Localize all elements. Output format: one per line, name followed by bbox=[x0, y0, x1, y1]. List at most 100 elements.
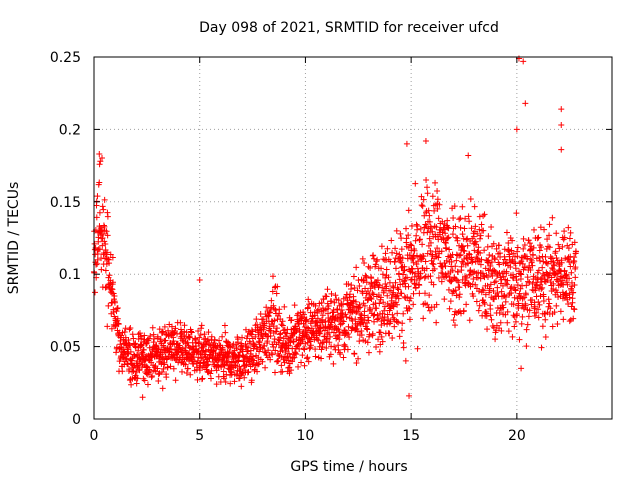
data-point bbox=[365, 349, 372, 356]
data-point bbox=[470, 233, 477, 240]
data-point bbox=[211, 340, 218, 347]
data-point bbox=[417, 225, 424, 232]
data-point bbox=[278, 321, 285, 328]
data-point bbox=[196, 367, 203, 374]
data-point bbox=[531, 226, 538, 233]
data-point bbox=[497, 319, 504, 326]
data-point bbox=[495, 242, 502, 249]
data-point bbox=[94, 247, 101, 254]
data-point bbox=[338, 307, 345, 314]
data-point bbox=[96, 246, 103, 253]
data-point bbox=[445, 270, 452, 277]
data-point bbox=[318, 299, 325, 306]
data-point bbox=[211, 337, 218, 344]
data-point bbox=[363, 325, 370, 332]
data-point bbox=[528, 301, 535, 308]
data-point bbox=[396, 333, 403, 340]
data-point bbox=[98, 255, 105, 262]
data-point bbox=[381, 303, 388, 310]
data-point bbox=[422, 290, 429, 297]
data-point bbox=[371, 318, 378, 325]
data-point bbox=[103, 284, 110, 291]
data-point bbox=[286, 370, 293, 377]
data-point bbox=[290, 338, 297, 345]
data-point bbox=[517, 259, 524, 266]
data-point bbox=[361, 308, 368, 315]
data-point bbox=[254, 368, 261, 375]
data-point bbox=[367, 306, 374, 313]
data-point bbox=[416, 282, 423, 289]
data-point bbox=[513, 277, 520, 284]
data-point bbox=[142, 340, 149, 347]
data-point bbox=[470, 293, 477, 300]
grid-lines bbox=[94, 57, 612, 419]
data-point bbox=[491, 279, 498, 286]
data-point bbox=[290, 338, 297, 345]
data-point bbox=[426, 307, 433, 314]
data-point bbox=[359, 255, 366, 262]
data-point bbox=[370, 291, 377, 298]
data-point bbox=[538, 244, 545, 251]
data-point bbox=[511, 323, 518, 330]
data-point bbox=[110, 279, 117, 286]
data-point bbox=[565, 224, 572, 231]
data-point bbox=[102, 240, 109, 247]
data-point bbox=[207, 370, 214, 377]
data-point bbox=[452, 263, 459, 270]
data-point bbox=[546, 244, 553, 251]
data-point bbox=[420, 315, 427, 322]
data-point bbox=[277, 330, 284, 337]
data-point bbox=[307, 338, 314, 345]
data-point bbox=[170, 365, 177, 372]
data-point bbox=[111, 299, 118, 306]
data-point bbox=[114, 305, 121, 312]
data-point bbox=[512, 318, 519, 325]
data-point bbox=[513, 126, 520, 133]
data-point bbox=[476, 226, 483, 233]
data-point bbox=[421, 274, 428, 281]
data-point bbox=[384, 245, 391, 252]
data-point bbox=[99, 154, 106, 161]
data-point bbox=[381, 307, 388, 314]
data-point bbox=[567, 253, 574, 260]
data-point bbox=[521, 241, 528, 248]
data-point bbox=[510, 250, 517, 257]
data-point bbox=[518, 320, 525, 327]
data-point bbox=[425, 207, 432, 214]
data-point bbox=[96, 209, 103, 216]
data-point bbox=[244, 348, 251, 355]
data-point bbox=[270, 302, 277, 309]
data-point bbox=[429, 260, 436, 267]
data-point bbox=[201, 331, 208, 338]
data-point bbox=[97, 158, 104, 165]
data-point bbox=[218, 347, 225, 354]
data-point bbox=[431, 265, 438, 272]
data-point bbox=[550, 286, 557, 293]
data-point bbox=[307, 342, 314, 349]
data-point bbox=[533, 293, 540, 300]
data-point bbox=[450, 317, 457, 324]
data-point bbox=[335, 297, 342, 304]
data-point bbox=[463, 236, 470, 243]
data-point bbox=[163, 374, 170, 381]
data-point bbox=[439, 263, 446, 270]
data-point bbox=[561, 267, 568, 274]
data-point bbox=[233, 345, 240, 352]
data-point bbox=[458, 263, 465, 270]
data-point bbox=[444, 235, 451, 242]
data-point bbox=[391, 323, 398, 330]
plot-frame bbox=[93, 56, 613, 420]
data-point bbox=[520, 58, 527, 65]
data-point bbox=[381, 320, 388, 327]
data-point bbox=[392, 245, 399, 252]
data-point bbox=[279, 368, 286, 375]
data-point bbox=[327, 333, 334, 340]
data-point bbox=[150, 339, 157, 346]
data-point bbox=[486, 287, 493, 294]
data-point bbox=[324, 286, 331, 293]
data-point bbox=[394, 292, 401, 299]
data-point bbox=[563, 271, 570, 278]
data-point bbox=[507, 264, 514, 271]
data-point bbox=[467, 195, 474, 202]
data-point bbox=[456, 216, 463, 223]
